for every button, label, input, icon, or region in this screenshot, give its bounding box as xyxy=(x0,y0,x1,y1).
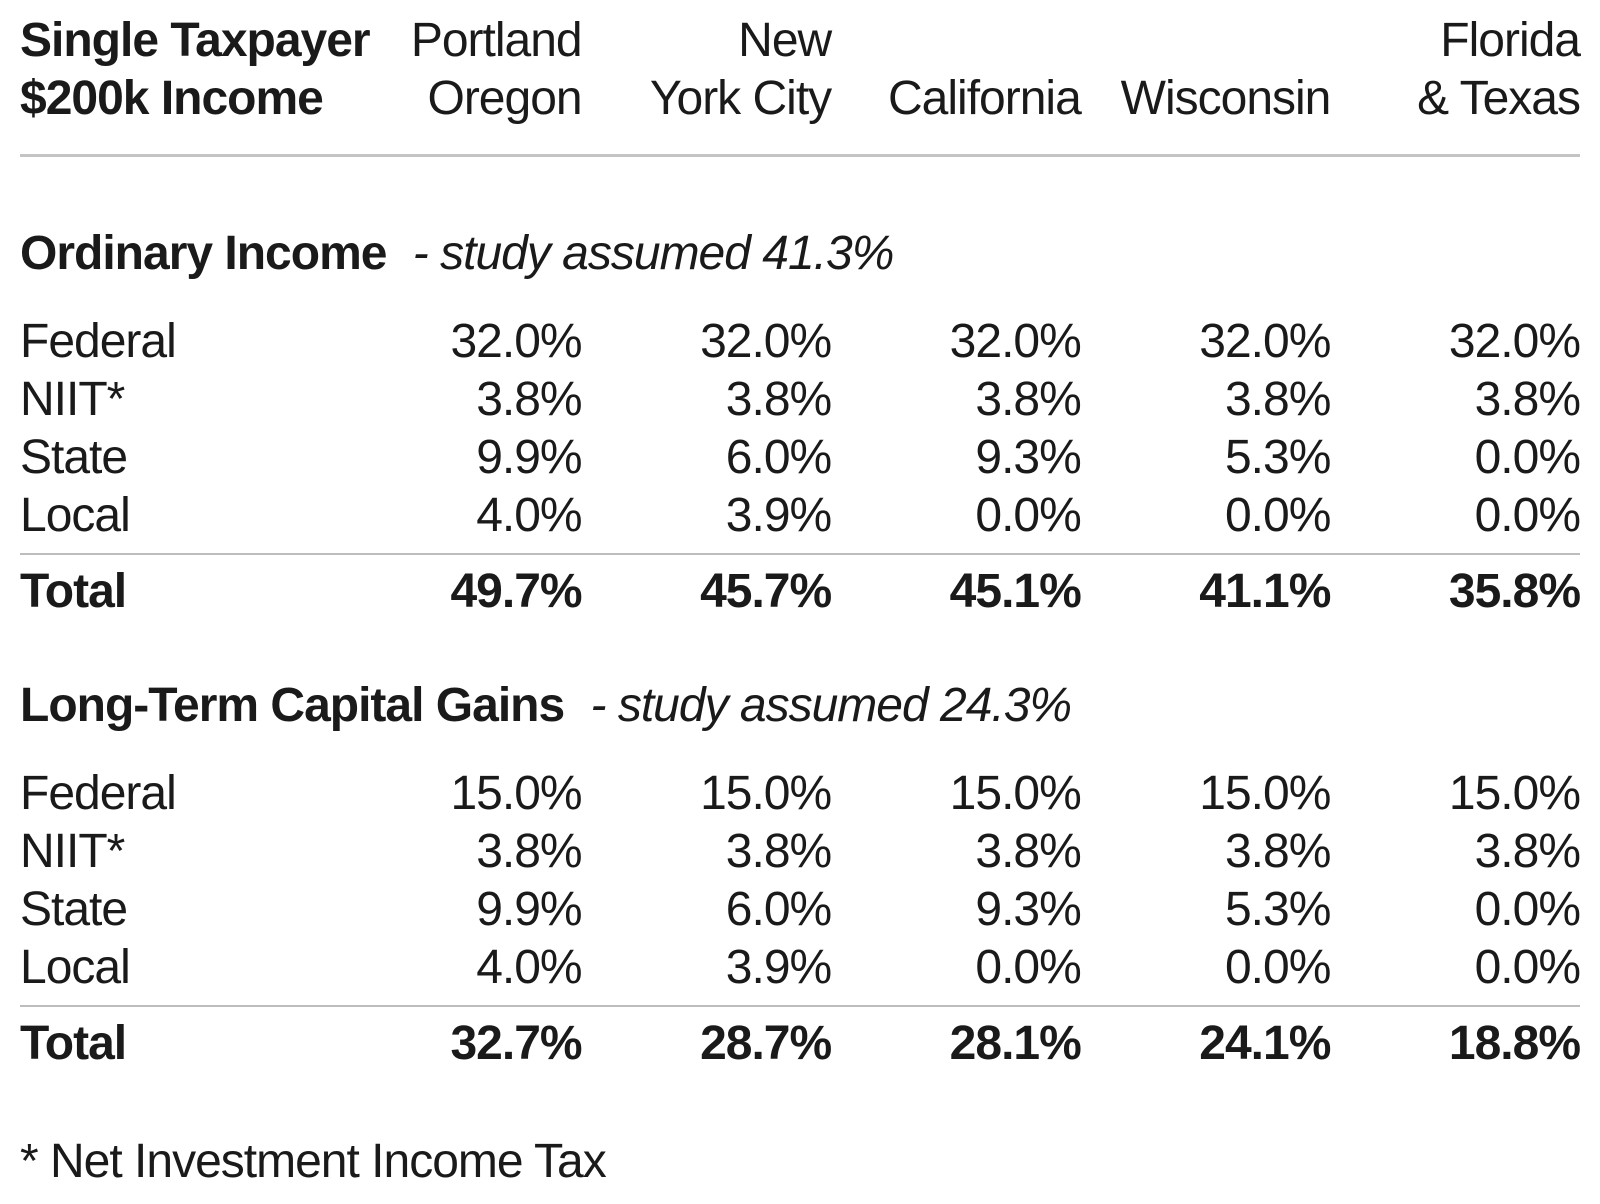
section-heading-long-term-capital-gains: Long-Term Capital Gains - study assumed … xyxy=(20,621,1580,765)
total-value-cell: 28.1% xyxy=(831,1005,1082,1073)
value-cell: 32.0% xyxy=(700,315,832,368)
section-title: Long-Term Capital Gains xyxy=(20,679,565,732)
tax-table: Single Taxpayer $200k Income Portland Or… xyxy=(20,12,1581,1204)
value-cell: 3.8% xyxy=(1224,825,1331,878)
footnote-row: * Net Investment Income Tax xyxy=(20,1073,1580,1204)
value-cell: 5.3% xyxy=(1224,431,1331,484)
row-label: Federal xyxy=(20,315,177,368)
table-row-federal: Federal 15.0% 15.0% 15.0% 15.0% 15.0% xyxy=(20,765,1581,823)
value-cell: 3.8% xyxy=(975,825,1081,878)
value-cell: 15.0% xyxy=(700,767,832,820)
column-header-wisconsin: Wisconsin xyxy=(1080,12,1332,157)
value-cell: 0.0% xyxy=(1474,941,1581,994)
value-cell: 0.0% xyxy=(975,489,1081,542)
column-header-california: California xyxy=(831,12,1082,157)
total-value-cell: 41.1% xyxy=(1080,553,1331,621)
column-header-line2: York City xyxy=(649,72,832,125)
table-title-line2: $200k Income xyxy=(20,72,324,125)
total-value-cell: 28.7% xyxy=(581,1005,832,1073)
table-row-local: Local 4.0% 3.9% 0.0% 0.0% 0.0% xyxy=(20,487,1581,554)
total-label: Total xyxy=(20,1005,332,1073)
value-cell: 15.0% xyxy=(1199,767,1331,820)
section-heading-cell: Ordinary Income - study assumed 41.3% xyxy=(20,156,1580,314)
value-cell: 4.0% xyxy=(476,941,582,994)
value-cell: 9.9% xyxy=(476,431,582,484)
table-title: Single Taxpayer $200k Income xyxy=(20,12,371,157)
column-header-line2: Oregon xyxy=(427,72,582,125)
header-row: Single Taxpayer $200k Income Portland Or… xyxy=(20,12,1581,157)
table-row-niit: NIIT* 3.8% 3.8% 3.8% 3.8% 3.8% xyxy=(20,823,1581,881)
value-cell: 3.8% xyxy=(725,373,832,426)
value-cell: 3.8% xyxy=(476,825,582,878)
value-cell: 3.8% xyxy=(725,825,832,878)
column-header-line2: Wisconsin xyxy=(1120,72,1332,125)
total-value-cell: 32.7% xyxy=(332,1005,583,1073)
column-header-florida-texas: Florida & Texas xyxy=(1330,12,1581,157)
value-cell: 32.0% xyxy=(1199,315,1331,368)
value-cell: 6.0% xyxy=(725,431,832,484)
table-row-total-capital-gains: Total 32.7% 28.7% 28.1% 24.1% 18.8% xyxy=(20,1005,1581,1073)
column-header-line1: New xyxy=(738,14,832,67)
value-cell: 6.0% xyxy=(725,883,832,936)
value-cell: 9.3% xyxy=(975,431,1081,484)
row-label: Local xyxy=(20,489,131,542)
total-value-cell: 45.1% xyxy=(831,553,1082,621)
column-header-line1: Florida xyxy=(1440,14,1581,67)
section-heading-ordinary-income: Ordinary Income - study assumed 41.3% xyxy=(20,156,1580,314)
value-cell: 9.3% xyxy=(975,883,1081,936)
footnote: * Net Investment Income Tax xyxy=(20,1135,607,1188)
table-row-state: State 9.9% 6.0% 9.3% 5.3% 0.0% xyxy=(20,881,1581,939)
value-cell: 15.0% xyxy=(949,767,1082,820)
value-cell: 4.0% xyxy=(476,489,582,542)
value-cell: 3.9% xyxy=(725,489,832,542)
table-row-federal: Federal 32.0% 32.0% 32.0% 32.0% 32.0% xyxy=(20,313,1581,371)
table-row-state: State 9.9% 6.0% 9.3% 5.3% 0.0% xyxy=(20,429,1581,487)
section-title: Ordinary Income xyxy=(20,227,387,280)
value-cell: 3.8% xyxy=(975,373,1081,426)
value-cell: 3.8% xyxy=(1474,825,1581,878)
value-cell: 32.0% xyxy=(949,315,1082,368)
total-value-cell: 45.7% xyxy=(581,553,832,621)
value-cell: 3.8% xyxy=(1224,373,1331,426)
column-header-line2: California xyxy=(888,72,1082,125)
value-cell: 0.0% xyxy=(1224,489,1331,542)
section-heading-cell: Long-Term Capital Gains - study assumed … xyxy=(20,621,1580,765)
value-cell: 32.0% xyxy=(450,315,582,368)
section-subtitle: - study assumed 24.3% xyxy=(590,679,1073,732)
value-cell: 3.8% xyxy=(476,373,582,426)
column-header-new-york-city: New York City xyxy=(581,12,832,157)
value-cell: 15.0% xyxy=(1448,767,1581,820)
value-cell: 3.8% xyxy=(1474,373,1581,426)
row-label: State xyxy=(20,431,128,484)
value-cell: 9.9% xyxy=(476,883,582,936)
table-title-line1: Single Taxpayer xyxy=(20,14,371,67)
value-cell: 3.9% xyxy=(725,941,832,994)
value-cell: 32.0% xyxy=(1448,315,1581,368)
value-cell: 0.0% xyxy=(1474,489,1581,542)
value-cell: 15.0% xyxy=(450,767,582,820)
value-cell: 0.0% xyxy=(975,941,1081,994)
row-label: Federal xyxy=(20,767,177,820)
value-cell: 0.0% xyxy=(1224,941,1331,994)
total-value-cell: 18.8% xyxy=(1330,1005,1581,1073)
row-label: Local xyxy=(20,941,131,994)
row-label: NIIT* xyxy=(20,825,125,878)
total-value-cell: 35.8% xyxy=(1330,553,1581,621)
total-value-cell: 49.7% xyxy=(332,553,583,621)
table-row-niit: NIIT* 3.8% 3.8% 3.8% 3.8% 3.8% xyxy=(20,371,1581,429)
total-value-cell: 24.1% xyxy=(1080,1005,1331,1073)
table-row-local: Local 4.0% 3.9% 0.0% 0.0% 0.0% xyxy=(20,939,1581,1006)
column-header-line1: Portland xyxy=(410,14,583,67)
row-label: NIIT* xyxy=(20,373,125,426)
total-label: Total xyxy=(20,553,332,621)
column-header-line2: & Texas xyxy=(1417,72,1581,125)
table-row-total-ordinary: Total 49.7% 45.7% 45.1% 41.1% 35.8% xyxy=(20,553,1581,621)
value-cell: 5.3% xyxy=(1224,883,1331,936)
value-cell: 0.0% xyxy=(1474,431,1581,484)
row-label: State xyxy=(20,883,128,936)
value-cell: 0.0% xyxy=(1474,883,1581,936)
section-subtitle: - study assumed 41.3% xyxy=(412,227,895,280)
column-header-portland-oregon: Portland Oregon xyxy=(332,12,583,157)
